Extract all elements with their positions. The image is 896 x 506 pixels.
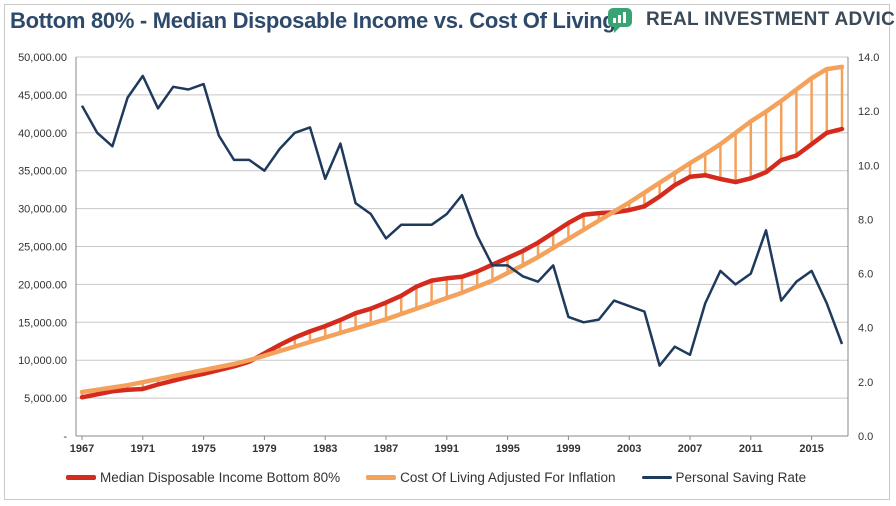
x-tick-label: 2007 — [678, 443, 702, 455]
x-tick-label: 1999 — [556, 443, 580, 455]
legend-label-saving: Personal Saving Rate — [675, 470, 807, 485]
series-line-cost-of-living — [79, 64, 845, 395]
legend-swatch-cost — [366, 475, 397, 480]
x-tick-label: 1983 — [313, 443, 337, 455]
brand-logo: REAL INVESTMENT ADVICE — [606, 4, 896, 36]
y-left-tick-label: 10,000.00 — [18, 355, 67, 367]
x-tick-label: 2003 — [617, 443, 641, 455]
y-left-tick-label: 35,000.00 — [18, 166, 67, 178]
y-left-tick-label: 20,000.00 — [18, 279, 67, 291]
y-left-tick-label: 5,000.00 — [24, 393, 67, 405]
speech-bubble-chart-icon — [608, 8, 632, 33]
y-left-tick-label: 25,000.00 — [18, 242, 67, 254]
y-left-tick-label: 40,000.00 — [18, 128, 67, 140]
y-right-tick-label: 14.0 — [858, 52, 879, 64]
x-tick-label: 1967 — [70, 443, 94, 455]
y-left-tick-label: 45,000.00 — [18, 90, 67, 102]
legend-label-income: Median Disposable Income Bottom 80% — [100, 470, 341, 485]
y-left-tick-label: 50,000.00 — [18, 52, 67, 64]
x-tick-label: 2015 — [799, 443, 823, 455]
y-right-tick-label: 10.0 — [858, 160, 879, 172]
x-tick-label: 1975 — [191, 443, 215, 455]
brand-name: REAL INVESTMENT ADVICE — [646, 9, 896, 30]
legend-label-cost: Cost Of Living Adjusted For Inflation — [400, 470, 616, 485]
legend-swatch-income — [66, 475, 96, 480]
y-right-tick-label: 8.0 — [858, 214, 873, 226]
y-right-tick-label: 12.0 — [858, 106, 879, 118]
legend-item-cost: Cost Of Living Adjusted For Inflation — [366, 470, 616, 485]
legend-item-income: Median Disposable Income Bottom 80% — [66, 470, 340, 485]
series-line-income — [79, 126, 845, 400]
x-tick-label: 1979 — [252, 443, 276, 455]
legend-item-saving: Personal Saving Rate — [641, 470, 807, 485]
x-tick-label: 1991 — [435, 443, 459, 455]
y-left-tick-label: 15,000.00 — [18, 317, 67, 329]
series-line-saving-rate — [80, 74, 844, 367]
x-tick-label: 1987 — [374, 443, 398, 455]
y-right-tick-label: 6.0 — [858, 269, 873, 281]
chart-frame — [4, 4, 890, 500]
y-left-tick-label: 30,000.00 — [18, 204, 67, 216]
x-tick-label: 2011 — [739, 443, 763, 455]
chart-title: Bottom 80% - Median Disposable Income vs… — [10, 8, 616, 33]
legend-swatch-saving — [641, 476, 672, 479]
y-right-tick-label: 0.0 — [858, 431, 873, 443]
y-right-tick-label: 2.0 — [858, 377, 873, 389]
y-left-tick-label: - — [63, 431, 67, 443]
chart-legend: Median Disposable Income Bottom 80% Cost… — [66, 470, 832, 485]
y-right-tick-label: 4.0 — [858, 323, 873, 335]
x-tick-label: 1995 — [495, 443, 519, 455]
x-tick-label: 1971 — [131, 443, 155, 455]
